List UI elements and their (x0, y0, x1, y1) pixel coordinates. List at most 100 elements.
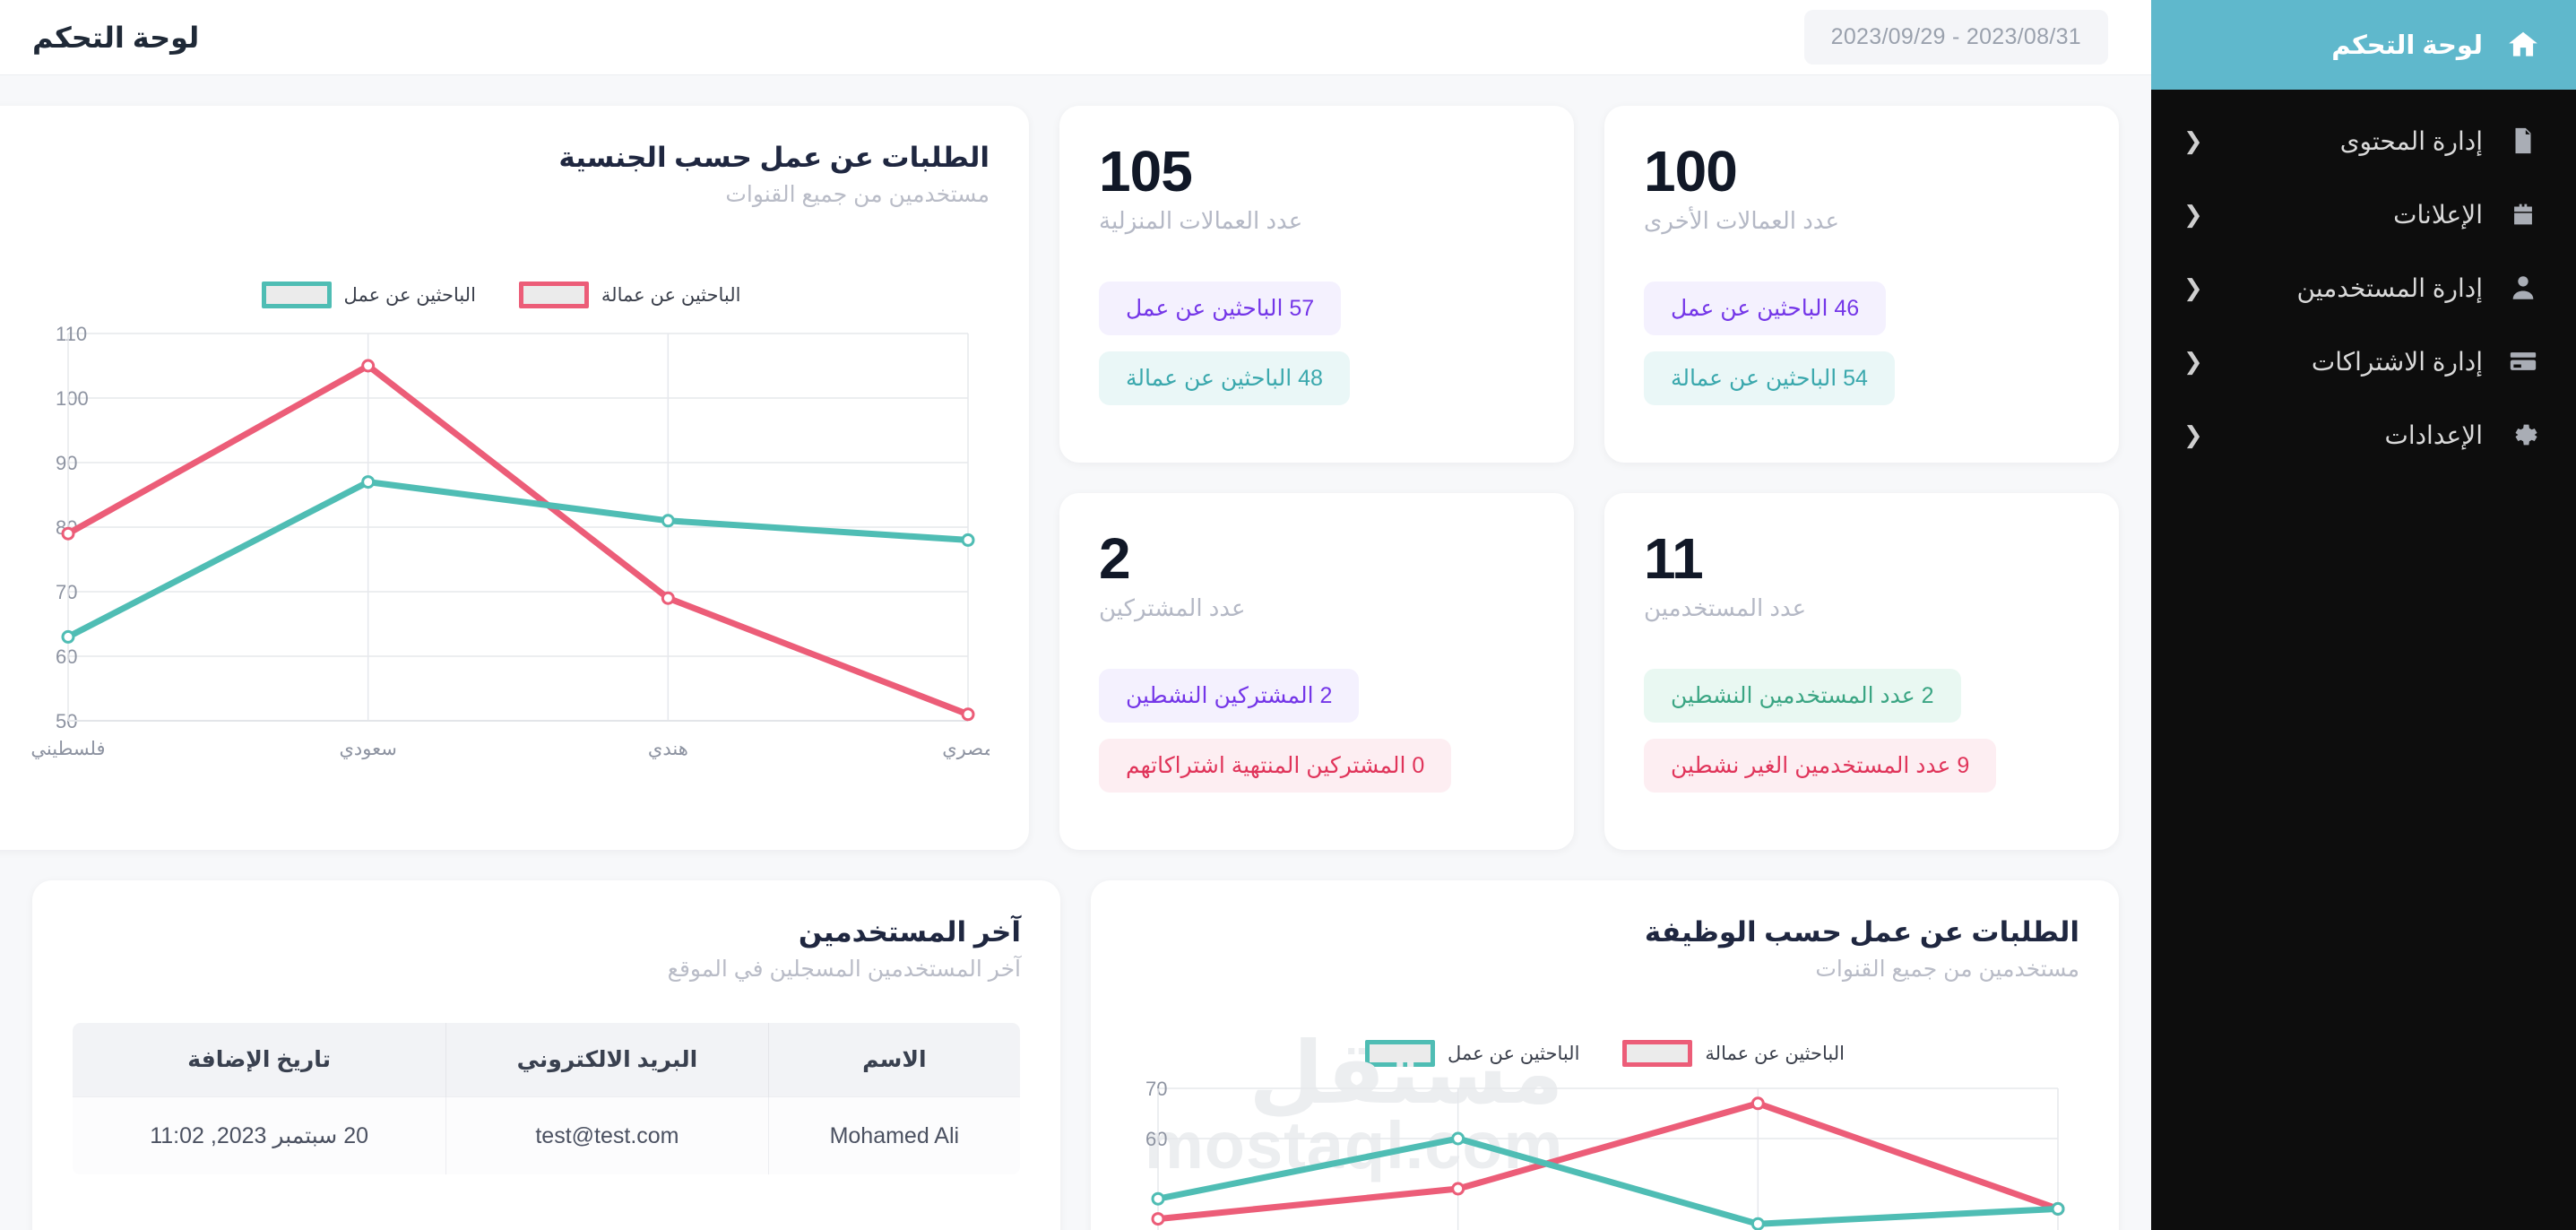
stat-badges: 2 المشتركين النشطين 0 المشتركين المنتهية… (1099, 669, 1452, 814)
chart-title: الطلبات عن عمل حسب الوظيفة (1644, 916, 2079, 948)
table-cell: test@test.com (445, 1096, 769, 1174)
latest-users-table: الاسم البريد الالكتروني تاريخ الإضافة Moha… (72, 1022, 1021, 1175)
chart-title: الطلبات عن عمل حسب الجنسية (558, 142, 990, 173)
legend-swatch-icon (518, 282, 589, 308)
table-body: Mohamed Ali test@test.com 20 سبتمبر 2023, … (73, 1096, 1020, 1174)
legend-swatch-icon (261, 282, 332, 308)
status-badge[interactable]: 2 المشتركين النشطين (1099, 669, 1360, 723)
sidebar-item-2[interactable]: الإعلانات ❮ (2151, 178, 2576, 251)
chart-plot-area: 70 60 (1130, 1079, 2079, 1230)
content: 100 عدد العمالات الأخرى 46 الباحثين عن ع… (0, 75, 2151, 1230)
legend-label: الباحثين عن عمالة (1705, 1043, 1845, 1064)
stat-cards-group: 100 عدد العمالات الأخرى 46 الباحثين عن ع… (1059, 106, 2119, 850)
table-column-header: تاريخ الإضافة (73, 1023, 446, 1097)
document-icon (2503, 126, 2544, 156)
row-secondary: الطلبات عن عمل حسب الوظيفة مستخدمين من ج… (32, 880, 2119, 1230)
svg-text:سعودي: سعودي (339, 739, 396, 760)
stat-label: عدد المشتركين (1099, 594, 1246, 622)
nationality-line-chart[interactable]: 1101009080706050فلسطينيسعوديهنديمصري (13, 325, 990, 773)
status-badge[interactable]: 57 الباحثين عن عمل (1099, 282, 1342, 335)
svg-text:100: 100 (56, 387, 89, 410)
table-column-header: الاسم (767, 1023, 1020, 1097)
svg-text:70: 70 (56, 581, 77, 603)
svg-text:60: 60 (56, 645, 77, 668)
table-title: آخر المستخدمين (798, 916, 1021, 948)
sidebar-item-3[interactable]: إدارة المستخدمين ❮ (2151, 251, 2576, 325)
main-area: 2023/09/29 - 2023/08/31 لوحة التحكم 100 … (0, 0, 2151, 1230)
stat-card-domestic-labor: 105 عدد العمالات المنزلية 57 الباحثين عن… (1059, 106, 1574, 463)
legend-swatch-icon (1622, 1040, 1693, 1067)
table-row[interactable]: Mohamed Ali test@test.com 20 سبتمبر 2023, … (73, 1096, 1020, 1174)
stat-label: عدد العمالات الأخرى (1644, 207, 1839, 235)
chart-legend: الباحثين عن عمالة الباحثين عن عمل (13, 282, 990, 308)
svg-text:60: 60 (1145, 1128, 1167, 1150)
chevron-left-icon[interactable]: ❮ (2183, 201, 2203, 228)
latest-users-card: آخر المستخدمين آخر المستخدمين المسجلين ف… (32, 880, 1060, 1230)
status-badge[interactable]: 48 الباحثين عن عمالة (1099, 351, 1350, 405)
stat-cards-row-1: 100 عدد العمالات الأخرى 46 الباحثين عن ع… (1059, 106, 2119, 463)
sidebar-item-5[interactable]: الإعدادات ❮ (2151, 398, 2576, 472)
status-badge[interactable]: 9 عدد المستخدمين الغير نشطين (1644, 739, 1997, 793)
chevron-left-icon[interactable]: ❮ (2183, 274, 2203, 301)
status-badge[interactable]: 54 الباحثين عن عمالة (1644, 351, 1895, 405)
chevron-left-icon[interactable]: ❮ (2183, 421, 2203, 448)
chart-subtitle: مستخدمين من جميع القنوات (725, 182, 990, 207)
date-range-picker[interactable]: 2023/09/29 - 2023/08/31 (1803, 10, 2108, 65)
legend-item-seeking-work[interactable]: الباحثين عن عمل (1365, 1040, 1579, 1067)
sidebar-item-label: إدارة المستخدمين (2296, 273, 2483, 302)
sidebar-item-label: الإعلانات (2393, 200, 2483, 229)
chart-legend: الباحثين عن عمالة الباحثين عن عمل (1130, 1040, 2079, 1067)
legend-label: الباحثين عن عمالة (601, 284, 741, 306)
stat-value: 11 (1644, 526, 1704, 591)
stat-card-users: 11 عدد المستخدمين 2 عدد المستخدمين النشط… (1604, 493, 2119, 850)
status-badge[interactable]: 2 عدد المستخدمين النشطين (1644, 669, 1961, 723)
chevron-left-icon[interactable]: ❮ (2183, 127, 2203, 154)
table-subtitle: آخر المستخدمين المسجلين في الموقع (667, 957, 1021, 982)
sidebar-item-label: إدارة الاشتراكات (2311, 347, 2483, 376)
status-badge[interactable]: 0 المشتركين المنتهية اشتراكاتهم (1099, 739, 1452, 793)
stat-cards-row-2: 11 عدد المستخدمين 2 عدد المستخدمين النشط… (1059, 493, 2119, 850)
table-cell: Mohamed Ali (767, 1096, 1020, 1174)
status-badge[interactable]: 46 الباحثين عن عمل (1644, 282, 1887, 335)
svg-text:فلسطيني: فلسطيني (30, 739, 105, 759)
table-column-header: البريد الالكتروني (445, 1023, 769, 1097)
chart-subtitle: مستخدمين من جميع القنوات (1815, 957, 2079, 982)
stat-card-other-labor: 100 عدد العمالات الأخرى 46 الباحثين عن ع… (1604, 106, 2119, 463)
stat-value: 105 (1099, 139, 1193, 204)
sidebar-item-label: إدارة المحتوى (2339, 126, 2483, 155)
chart-card-nationality: الطلبات عن عمل حسب الجنسية مستخدمين من ج… (0, 106, 1029, 850)
svg-text:90: 90 (56, 452, 77, 474)
sidebar-item-dashboard[interactable]: لوحة التحكم (2151, 0, 2576, 90)
legend-label: الباحثين عن عمل (1448, 1043, 1580, 1064)
stat-badges: 2 عدد المستخدمين النشطين 9 عدد المستخدمي… (1644, 669, 1997, 814)
legend-item-seeking-labor[interactable]: الباحثين عن عمالة (518, 282, 741, 308)
legend-item-seeking-labor[interactable]: الباحثين عن عمالة (1622, 1040, 1845, 1067)
sidebar-item-4[interactable]: إدارة الاشتراكات ❮ (2151, 325, 2576, 398)
sidebar-item-1[interactable]: إدارة المحتوى ❮ (2151, 104, 2576, 178)
legend-label: الباحثين عن عمل (343, 284, 476, 306)
legend-item-seeking-work[interactable]: الباحثين عن عمل (261, 282, 476, 308)
svg-text:مصري: مصري (942, 739, 990, 760)
gear-icon (2503, 420, 2544, 450)
stat-badges: 46 الباحثين عن عمل 54 الباحثين عن عمالة (1644, 282, 1895, 427)
job-line-chart[interactable]: 70 60 (1102, 1079, 2079, 1230)
sidebar-item-label: لوحة التحكم (2331, 30, 2483, 60)
chart-card-job: الطلبات عن عمل حسب الوظيفة مستخدمين من ج… (1091, 880, 2119, 1230)
chevron-left-icon[interactable]: ❮ (2183, 348, 2203, 375)
stat-label: عدد العمالات المنزلية (1099, 207, 1303, 235)
page-title: لوحة التحكم (32, 21, 200, 54)
svg-text:110: 110 (56, 325, 87, 345)
credit-card-icon (2503, 346, 2544, 377)
legend-swatch-icon (1365, 1040, 1436, 1067)
chart-plot-area: 1101009080706050فلسطينيسعوديهنديمصري (13, 325, 990, 773)
topbar: 2023/09/29 - 2023/08/31 لوحة التحكم (0, 0, 2151, 75)
stat-badges: 57 الباحثين عن عمل 48 الباحثين عن عمالة (1099, 282, 1350, 427)
stat-value: 100 (1644, 139, 1738, 204)
table-header-row: الاسم البريد الالكتروني تاريخ الإضافة (73, 1023, 1020, 1097)
sidebar: لوحة التحكم إدارة المحتوى ❮ الإعلانات ❮ إدار… (2151, 0, 2576, 1230)
stat-card-subscribers: 2 عدد المشتركين 2 المشتركين النشطين 0 ال… (1059, 493, 1574, 850)
sidebar-menu: إدارة المحتوى ❮ الإعلانات ❮ إدارة المستخدمين… (2151, 104, 2576, 472)
sidebar-item-label: الإعدادات (2384, 420, 2483, 449)
svg-text:هندي: هندي (648, 739, 688, 759)
